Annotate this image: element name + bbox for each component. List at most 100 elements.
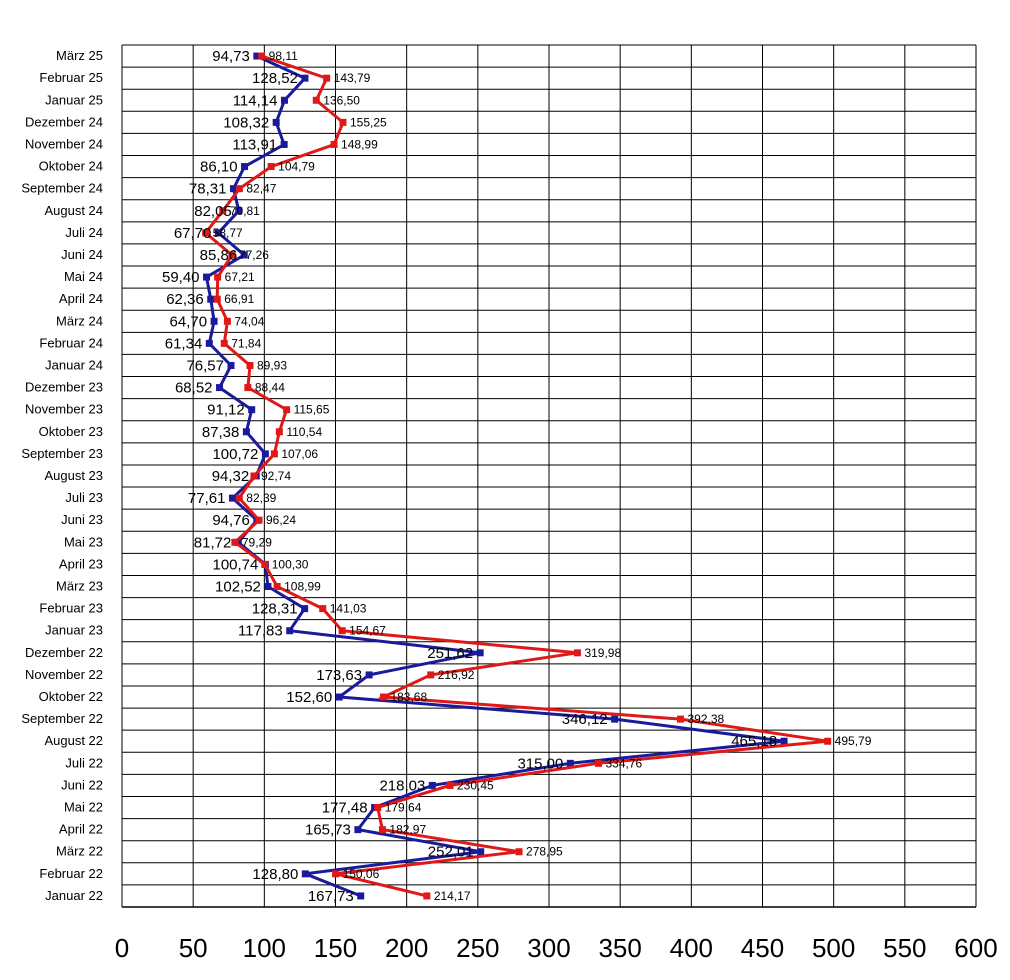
series-0-point (253, 52, 261, 60)
series-0-point (240, 251, 248, 259)
x-tick-labels: 0 50 100 150 200 250 300 350 400 450 500 550 600 (115, 933, 998, 963)
x-tick-label: 50 (179, 933, 208, 963)
series-0-point (261, 450, 269, 458)
series-1-data-label: 136,50 (323, 93, 360, 107)
series-0-data-label: 86,10 (200, 159, 238, 176)
category-label: Oktober 22 (39, 689, 103, 704)
series-1-data-label: 70,81 (230, 204, 260, 218)
series-0-data-label: 315,00 (517, 755, 563, 772)
series-1-data-label: 150,06 (343, 867, 380, 881)
series-0-point (566, 759, 574, 767)
series-1-point (374, 804, 382, 812)
category-label: Februar 22 (39, 866, 103, 881)
series-1-data-label: 98,11 (269, 49, 298, 63)
x-tick-label: 200 (385, 933, 428, 963)
series-0-data-label: 108,32 (223, 114, 269, 131)
series-0-data-label: 87,38 (202, 424, 240, 441)
category-label: Juli 24 (65, 225, 103, 240)
series-0-data-label: 117,83 (238, 623, 283, 640)
series-1-point (275, 428, 283, 436)
series-1-point (330, 140, 338, 148)
series-1-data-label: 107,06 (281, 447, 318, 461)
series-1-data-label: 495,79 (835, 734, 872, 748)
series-0-data-label: 94,73 (212, 48, 250, 65)
series-1-data-label: 214,17 (434, 889, 471, 903)
series-0-point (301, 870, 309, 878)
category-label: April 24 (59, 291, 103, 306)
series-1-data-label: 77,26 (239, 248, 269, 262)
series-0-data-label: 68,52 (175, 380, 213, 397)
series-0-data-label: 94,32 (212, 468, 250, 485)
series-0-data-label: 152,60 (286, 689, 332, 706)
series-1-point (378, 826, 386, 834)
category-label: Februar 24 (39, 335, 103, 350)
series-0-data-label: 252,01 (428, 844, 474, 861)
series-1-point (515, 848, 523, 856)
series-0-data-label: 78,31 (189, 181, 227, 198)
series-1-data-label: 88,44 (255, 381, 285, 395)
series-0-data-label: 100,72 (212, 446, 258, 463)
series-1-data-label: 216,92 (438, 668, 475, 682)
series-1-data-label: 71,84 (231, 336, 261, 350)
series-0-data-label: 61,34 (165, 335, 203, 352)
series-1-point (261, 560, 269, 568)
series-1-point (312, 96, 320, 104)
series-0-data-label: 177,48 (322, 800, 368, 817)
series-0-point (241, 163, 249, 171)
series-1-data-label: 108,99 (284, 580, 321, 594)
series-1-point (231, 538, 239, 546)
category-label: September 22 (21, 711, 103, 726)
series-1-data-label: 182,97 (389, 823, 426, 837)
category-label: Februar 25 (39, 70, 103, 85)
series-1-data-label: 82,47 (246, 182, 276, 196)
series-0-point (477, 848, 485, 856)
series-0-point (357, 892, 365, 900)
series-0-point (286, 627, 294, 635)
category-label: Dezember 23 (25, 380, 103, 395)
series-1-data-label: 74,04 (234, 314, 264, 328)
x-tick-label: 100 (243, 933, 286, 963)
series-1-data-label: 79,29 (242, 535, 272, 549)
category-label: Januar 25 (45, 92, 103, 107)
category-label: März 25 (56, 48, 103, 63)
series-1-data-label: 154,67 (349, 624, 386, 638)
category-label: November 23 (25, 402, 103, 417)
series-1-point (273, 583, 281, 591)
series-1-data-label: 230,45 (457, 778, 494, 792)
category-label: November 22 (25, 667, 103, 682)
series-0-data-label: 82,05 (194, 203, 232, 220)
series-1-data-label: 278,95 (526, 845, 563, 859)
series-0-data-label: 465,18 (731, 733, 777, 750)
series-1-data-label: 319,98 (584, 646, 621, 660)
series-0-point (228, 494, 236, 502)
series-0-point (229, 185, 237, 193)
series-1-point (258, 52, 266, 60)
series-0-data-label: 346,12 (562, 711, 608, 728)
series-0-point (210, 317, 218, 325)
series-0-data-label: 173,63 (316, 667, 362, 684)
series-0-point (365, 671, 373, 679)
series-1-point (244, 384, 252, 392)
category-label: April 23 (59, 556, 103, 571)
x-tick-label: 500 (812, 933, 855, 963)
series-0-data-label: 91,12 (207, 402, 245, 419)
series-1-data-label: 110,54 (286, 425, 322, 439)
category-label: Dezember 22 (25, 645, 103, 660)
series-1-point (573, 649, 581, 657)
x-tick-label: 250 (456, 933, 499, 963)
grid-lines (121, 44, 977, 908)
series-0-point (205, 339, 213, 347)
series-0-data-label: 114,14 (233, 92, 278, 109)
series-0-point (227, 361, 235, 369)
series-1-point (319, 605, 327, 613)
x-tick-label: 300 (527, 933, 570, 963)
series-0-point (354, 826, 362, 834)
category-label: Januar 24 (45, 357, 103, 372)
category-label: Februar 23 (39, 601, 103, 616)
series-1-data-label: 141,03 (330, 602, 367, 616)
category-label: Oktober 24 (39, 159, 103, 174)
series-0-data-label: 77,61 (188, 490, 226, 507)
category-label: Dezember 24 (25, 114, 103, 129)
